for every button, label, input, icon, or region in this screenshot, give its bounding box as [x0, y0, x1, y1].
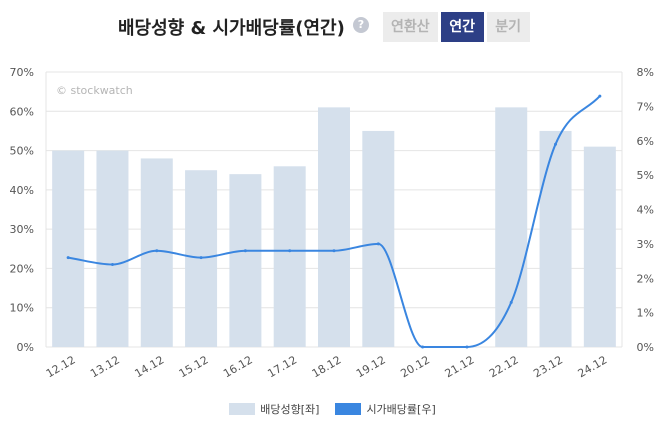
- x-tick: 23.12: [531, 353, 565, 380]
- y-left-tick: 60%: [10, 105, 34, 118]
- line-point: [243, 249, 247, 253]
- y-left-tick: 30%: [10, 223, 34, 236]
- x-tick: 24.12: [576, 353, 610, 380]
- y-right-tick: 4%: [637, 204, 654, 217]
- bar: [52, 150, 85, 347]
- x-tick: 22.12: [487, 353, 521, 380]
- bar: [362, 130, 395, 347]
- y-left-tick: 50%: [10, 145, 34, 158]
- line-point: [509, 300, 513, 304]
- y-right-tick: 8%: [637, 66, 654, 79]
- dividend-yield-line: [66, 94, 602, 349]
- y-left-tick: 0%: [17, 341, 34, 354]
- chart-title: 배당성향 & 시가배당률(연간): [118, 18, 345, 39]
- bar: [96, 150, 129, 347]
- chart-legend: 배당성향[좌] 시가배당률[우]: [0, 401, 665, 417]
- period-tabs: 연환산 연간 분기: [383, 12, 530, 42]
- tab-annual[interactable]: 연간: [440, 12, 484, 42]
- y-right-tick: 2%: [637, 272, 654, 285]
- y-right-tick: 6%: [637, 135, 654, 148]
- x-tick: 19.12: [354, 353, 388, 380]
- bar: [273, 166, 306, 347]
- line-point: [155, 249, 159, 253]
- y-left-tick: 70%: [10, 66, 34, 79]
- y-left-tick: 20%: [10, 262, 34, 275]
- legend-item-yield[interactable]: 시가배당률[우]: [335, 401, 436, 417]
- help-icon[interactable]: ?: [353, 17, 369, 33]
- x-tick: 16.12: [221, 353, 255, 380]
- bar: [229, 174, 262, 347]
- legend-swatch-bar: [229, 403, 256, 415]
- y-left-tick: 40%: [10, 184, 34, 197]
- line-point: [66, 256, 70, 260]
- x-tick: 15.12: [177, 353, 211, 380]
- line-point: [421, 345, 425, 349]
- line-point: [465, 345, 469, 349]
- line-point: [376, 242, 380, 246]
- y-left-tick: 10%: [10, 302, 34, 315]
- y-right-tick: 3%: [637, 238, 654, 251]
- x-tick: 12.12: [44, 353, 78, 380]
- series-line: [68, 95, 601, 349]
- y-right-tick: 5%: [637, 169, 654, 182]
- line-point: [554, 142, 558, 146]
- payout-ratio-bars: [52, 107, 616, 347]
- x-tick: 14.12: [132, 353, 166, 380]
- line-point: [332, 249, 336, 253]
- bar: [318, 107, 350, 347]
- y-right-tick: 7%: [637, 100, 654, 113]
- bar: [495, 107, 528, 347]
- x-tick: 17.12: [265, 353, 299, 380]
- legend-swatch-line: [335, 403, 362, 415]
- x-tick: 18.12: [310, 353, 344, 380]
- chart-header: 배당성향 & 시가배당률(연간) ? 연환산 연간 분기: [0, 12, 665, 42]
- x-tick: 20.12: [398, 353, 432, 380]
- legend-label-yield: 시가배당률[우]: [366, 403, 436, 416]
- line-point: [288, 249, 292, 253]
- bar: [583, 146, 616, 347]
- bar: [539, 130, 572, 347]
- y-right-tick: 1%: [637, 307, 654, 320]
- watermark: © stockwatch: [56, 84, 133, 97]
- tab-annualized[interactable]: 연환산: [383, 12, 438, 42]
- x-tick: 13.12: [88, 353, 122, 380]
- legend-label-payout: 배당성향[좌]: [260, 403, 320, 416]
- y-right-tick: 0%: [637, 341, 654, 354]
- tab-quarterly[interactable]: 분기: [486, 12, 530, 42]
- line-point: [110, 263, 114, 266]
- legend-item-payout[interactable]: 배당성향[좌]: [229, 401, 319, 417]
- line-point: [598, 94, 602, 98]
- x-tick: 21.12: [443, 353, 477, 380]
- line-point: [199, 256, 203, 260]
